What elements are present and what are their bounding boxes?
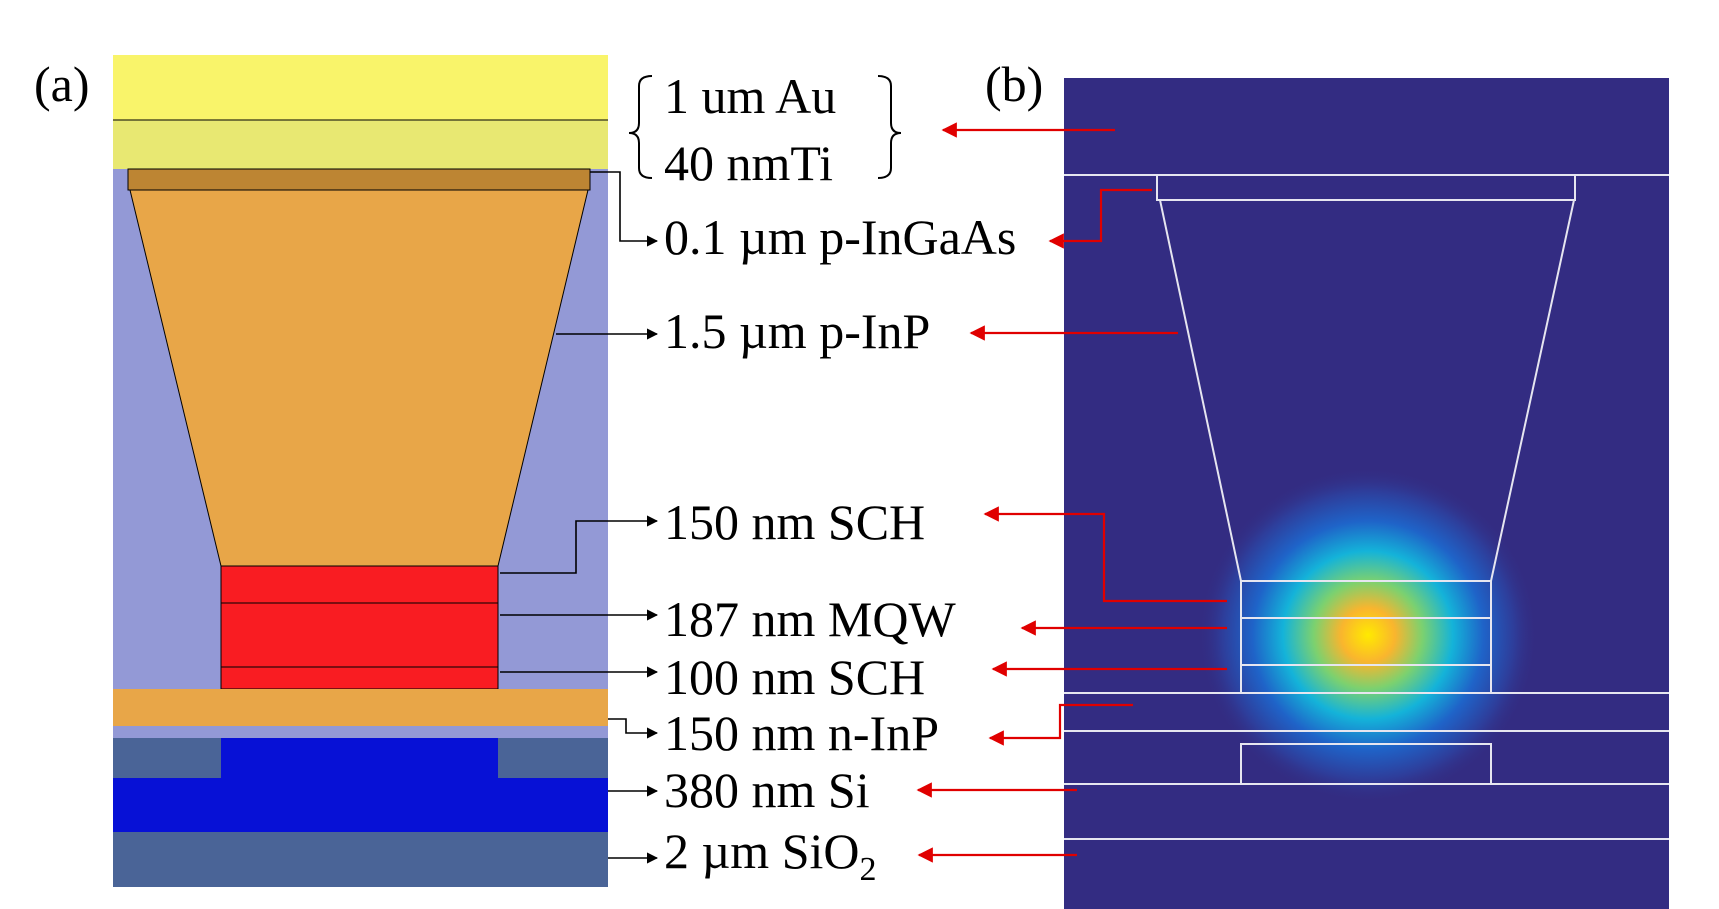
panel-b-tag: (b) (985, 56, 1043, 112)
label-ti: 40 nmTi (664, 135, 833, 191)
label-sch-bottom: 100 nm SCH (664, 649, 925, 705)
oxide-left-block (113, 738, 221, 778)
panel-a-tag: (a) (34, 56, 90, 112)
si-rib (221, 738, 498, 778)
bonding-layer (113, 726, 608, 738)
sch-top-layer (220, 565, 499, 604)
red-arrow-n-inp (988, 703, 1133, 746)
si-slab (113, 778, 608, 832)
layer-labels: 1 um Au 40 nmTi 0.1 µm p-InGaAs 1.5 µm p… (628, 68, 1016, 888)
n-inp-layer (113, 689, 608, 726)
label-sio2: 2 µm SiO2 (664, 823, 877, 888)
au-layer (113, 55, 608, 120)
label-n-inp: 150 nm n-InP (664, 705, 939, 761)
label-sch-top: 150 nm SCH (664, 494, 925, 550)
brace-right (877, 75, 902, 179)
label-au: 1 um Au (664, 68, 836, 124)
label-mqw: 187 nm MQW (664, 591, 956, 647)
oxide-right-block (498, 738, 608, 778)
mqw-layer (220, 602, 499, 668)
arrow-sch-top (500, 515, 659, 574)
red-leader-arrows (916, 122, 1227, 863)
panel-a-cross-section: (a) (34, 55, 608, 887)
arrow-ingaas (590, 171, 659, 247)
label-si: 380 nm Si (664, 762, 870, 818)
optical-mode-field (1198, 467, 1538, 803)
red-arrow-sch-top (983, 506, 1227, 603)
label-p-ingaas: 0.1 µm p-InGaAs (664, 209, 1016, 265)
label-p-inp: 1.5 µm p-InP (664, 303, 930, 359)
ti-layer (113, 120, 608, 169)
panel-b-mode-profile: (b) (985, 56, 1669, 909)
sio2-box (113, 832, 608, 887)
brace-left (628, 75, 653, 179)
sch-bottom-layer (220, 666, 499, 690)
mode-structure-outline (1064, 174, 1669, 840)
arrow-n-inp (608, 718, 659, 739)
black-leader-arrows (500, 171, 659, 864)
ingaas-contact-layer (127, 168, 591, 191)
red-arrow-ingaas (1048, 188, 1152, 249)
